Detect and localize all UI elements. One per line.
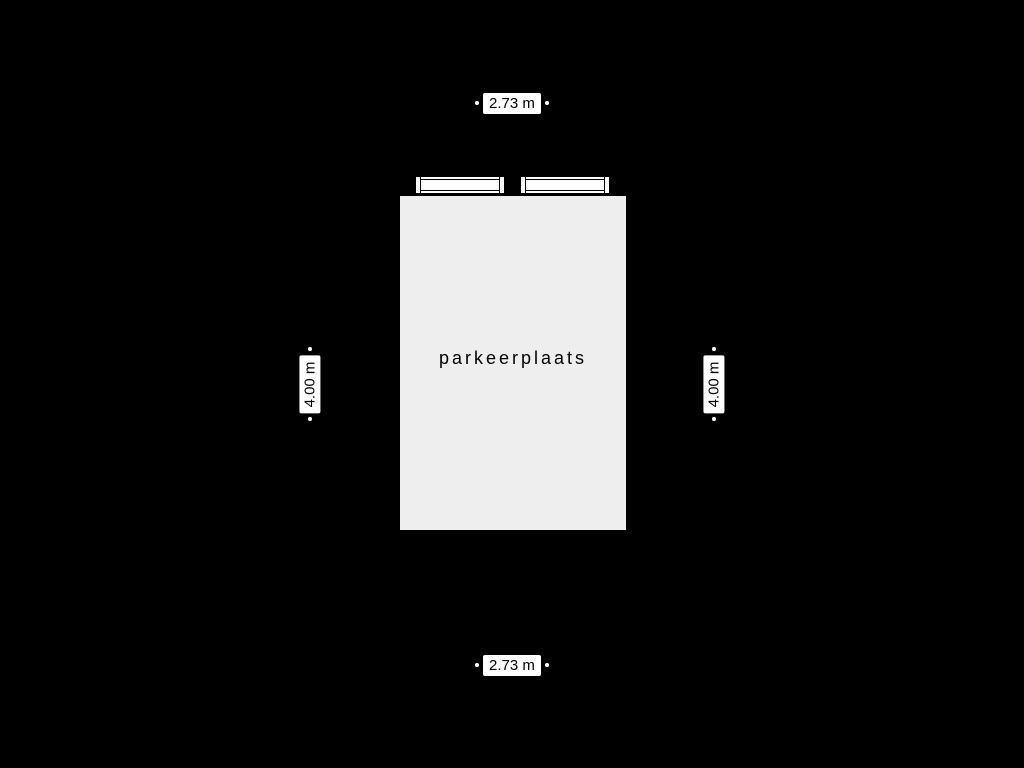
room-label: parkeerplaats	[400, 348, 626, 369]
room-parkeerplaats: parkeerplaats	[398, 194, 628, 532]
dimension-dot	[712, 417, 716, 421]
dimension-top: 2.73 m	[483, 93, 541, 114]
door-1	[415, 176, 505, 194]
dimension-dot	[545, 101, 549, 105]
dimension-dot	[545, 663, 549, 667]
door-2	[520, 176, 610, 194]
dimension-bottom: 2.73 m	[483, 655, 541, 676]
dimension-right: 4.00 m	[703, 355, 724, 413]
dimension-dot	[475, 101, 479, 105]
dimension-left: 4.00 m	[299, 355, 320, 413]
dimension-dot	[308, 417, 312, 421]
dimension-dot	[308, 347, 312, 351]
dimension-dot	[712, 347, 716, 351]
dimension-dot	[475, 663, 479, 667]
floorplan-stage: parkeerplaats 2.73 m 2.73 m 4.00 m 4.00 …	[0, 0, 1024, 768]
